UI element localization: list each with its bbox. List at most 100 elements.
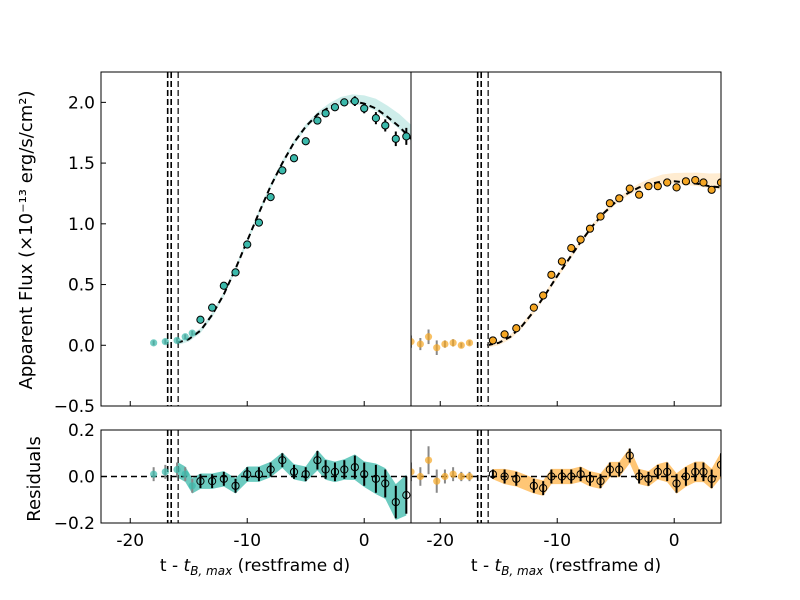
- residual-point: [433, 477, 441, 485]
- data-point: [605, 199, 614, 208]
- residual-point: [371, 474, 381, 483]
- residual-point: [330, 467, 340, 476]
- y-tick-label-main: 1.5: [68, 154, 95, 174]
- residual-point: [208, 477, 217, 486]
- data-point: [350, 97, 359, 106]
- x-axis-label-right: t - tB, max (restframe d): [471, 556, 661, 578]
- y-tick-label-resid: 0.2: [68, 421, 95, 441]
- residual-point: [313, 456, 322, 465]
- residual-point: [188, 482, 196, 490]
- y-tick-label-main: 0.0: [68, 336, 95, 356]
- data-point: [254, 218, 264, 227]
- residual-point: [605, 465, 614, 474]
- residual-point: [547, 472, 556, 481]
- residual-point: [350, 463, 359, 472]
- residual-point: [625, 451, 634, 460]
- data-point: [196, 315, 205, 324]
- panel-resid-teal: [150, 450, 411, 519]
- data-point: [449, 339, 457, 347]
- data-point: [691, 175, 700, 185]
- panel-main-orange: [411, 175, 721, 355]
- data-point: [340, 98, 349, 107]
- x-tick-label: -20: [116, 531, 144, 551]
- x-tick-label: 0: [669, 531, 680, 551]
- data-point: [330, 103, 340, 112]
- data-point: [615, 194, 624, 203]
- residual-point: [161, 468, 169, 476]
- residual-point: [340, 465, 349, 474]
- data-point: [321, 109, 330, 118]
- data-point: [672, 183, 681, 192]
- y-tick-label-main: 2.0: [68, 93, 95, 113]
- residual-point: [360, 470, 369, 479]
- residual-point: [681, 472, 691, 481]
- data-point: [371, 114, 381, 123]
- residual-point: [321, 465, 330, 474]
- data-point: [500, 330, 509, 339]
- residual-point: [663, 467, 672, 476]
- residual-point: [289, 467, 299, 476]
- lines-main-orange: [476, 72, 721, 406]
- residual-point: [266, 465, 275, 474]
- y-tick-label-main: 0.5: [68, 276, 95, 296]
- residual-band: [177, 449, 407, 520]
- residual-point: [567, 472, 576, 481]
- x-axis-label-left: t - tB, max (restframe d): [160, 556, 350, 578]
- residual-point: [424, 456, 433, 464]
- residual-point: [416, 472, 424, 481]
- data-point: [625, 184, 634, 193]
- data-point: [219, 281, 228, 290]
- y-tick-label-main: 1.0: [68, 215, 95, 235]
- y-axis-label-residuals: Residuals: [24, 436, 45, 521]
- residual-point: [529, 481, 538, 490]
- residual-point: [181, 470, 189, 478]
- residual-point: [457, 472, 465, 481]
- x-label-suffix: (restframe d): [232, 556, 350, 576]
- residual-point: [402, 491, 411, 500]
- data-point: [512, 324, 521, 333]
- data-point: [539, 291, 548, 300]
- panel-frame-resid: [410, 429, 722, 524]
- residual-point: [691, 467, 700, 476]
- model-band-main: [487, 172, 721, 348]
- panel-frame-main: [410, 71, 722, 407]
- axes-layer: -20 -10 0 -20 -10 0 −0.5 0.0 0.5 1.0 1.5 2.0 −0.2 0.0…: [54, 71, 722, 551]
- data-point: [585, 224, 595, 233]
- data-point: [313, 116, 322, 125]
- data-point: [557, 257, 567, 266]
- residual-point: [716, 460, 721, 469]
- residual-point: [635, 472, 644, 481]
- residual-point: [615, 465, 624, 474]
- band-main-teal: [177, 94, 411, 346]
- residual-point: [576, 470, 585, 479]
- data-point: [457, 341, 465, 349]
- residual-point: [596, 477, 605, 486]
- band-main-orange: [487, 172, 721, 348]
- y-tick-label-main: −0.5: [54, 397, 95, 417]
- data-point: [289, 154, 299, 163]
- data-point: [173, 336, 181, 345]
- x-label-sub: B, max: [190, 564, 233, 578]
- data-point: [653, 182, 662, 191]
- data-point: [547, 270, 556, 279]
- data-point: [465, 339, 474, 347]
- data-point: [301, 137, 310, 146]
- panel-resid-orange: [411, 446, 721, 496]
- residual-point: [219, 474, 228, 483]
- data-point: [181, 333, 189, 341]
- residual-point: [672, 479, 681, 488]
- x-label-prefix: t -: [160, 556, 184, 576]
- residual-point: [488, 470, 497, 479]
- data-point: [681, 177, 691, 186]
- residual-point: [278, 456, 287, 465]
- x-tick-label: -20: [426, 531, 454, 551]
- data-point: [635, 190, 644, 199]
- data-point: [360, 104, 369, 113]
- data-points-layer: [150, 96, 721, 519]
- data-point: [716, 178, 721, 187]
- residual-point: [150, 470, 158, 478]
- x-label-t: t: [184, 556, 192, 576]
- data-point: [391, 134, 400, 143]
- residual-point: [231, 481, 240, 490]
